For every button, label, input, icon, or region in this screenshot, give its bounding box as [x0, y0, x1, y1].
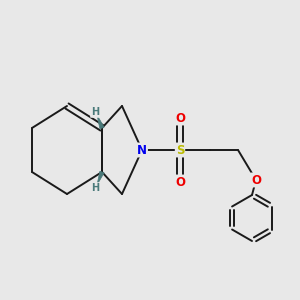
Text: O: O — [175, 112, 185, 124]
Text: H: H — [91, 107, 99, 117]
Text: O: O — [251, 173, 261, 187]
Polygon shape — [97, 171, 104, 185]
Text: S: S — [176, 143, 184, 157]
Text: H: H — [91, 183, 99, 193]
Text: O: O — [175, 176, 185, 188]
Text: N: N — [137, 143, 147, 157]
Polygon shape — [97, 115, 104, 129]
